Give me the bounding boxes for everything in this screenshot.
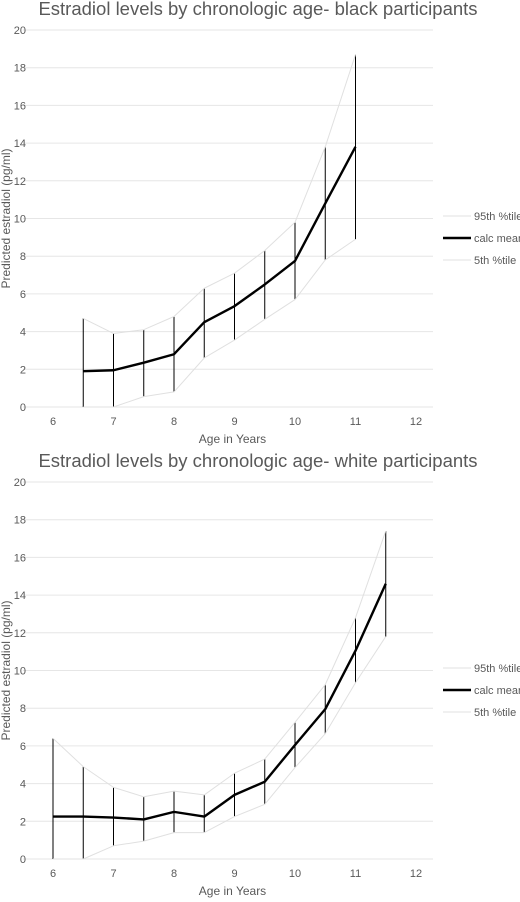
chart-svg: Estradiol levels by chronologic age- whi…: [0, 452, 520, 898]
y-tick-label: 6: [20, 289, 26, 301]
y-tick-label: 18: [14, 515, 26, 527]
x-tick-label: 7: [110, 868, 116, 880]
chart-black-participants: Estradiol levels by chronologic age- bla…: [0, 0, 520, 450]
y-tick-label: 12: [14, 176, 26, 188]
x-tick-label: 11: [350, 868, 361, 880]
chart-svg: Estradiol levels by chronologic age- bla…: [0, 0, 520, 446]
legend-label-95th-tile: 95th %tile: [474, 211, 520, 223]
y-tick-label: 16: [14, 552, 26, 564]
y-tick-label: 20: [14, 25, 26, 37]
x-axis-label: Age in Years: [199, 884, 266, 898]
x-tick-label: 12: [410, 416, 422, 428]
series-line-5th-tile: [83, 238, 356, 408]
x-axis-label: Age in Years: [199, 432, 266, 446]
y-tick-label: 18: [14, 63, 26, 75]
y-tick-label: 2: [20, 364, 26, 376]
chart-title: Estradiol levels by chronologic age- bla…: [38, 0, 477, 19]
x-tick-label: 8: [171, 868, 177, 880]
y-tick-label: 8: [20, 703, 26, 715]
chart-white-participants: Estradiol levels by chronologic age- whi…: [0, 452, 520, 902]
y-tick-label: 0: [20, 854, 26, 866]
x-tick-label: 12: [410, 868, 422, 880]
y-tick-label: 16: [14, 100, 26, 112]
x-tick-label: 7: [110, 416, 116, 428]
x-tick-label: 10: [289, 868, 301, 880]
y-tick-label: 4: [20, 327, 26, 339]
x-tick-label: 10: [289, 416, 301, 428]
y-tick-label: 10: [14, 214, 26, 226]
y-axis-label: Predicted estradiol (pg/ml): [0, 600, 13, 740]
y-tick-label: 6: [20, 741, 26, 753]
y-axis-label: Predicted estradiol (pg/ml): [0, 148, 13, 288]
series-line-95th-tile: [52, 530, 387, 798]
x-tick-label: 11: [350, 416, 361, 428]
legend-label-calc-mean: calc mean: [474, 233, 520, 245]
y-tick-label: 2: [20, 816, 26, 828]
y-tick-label: 20: [14, 477, 26, 489]
x-tick-label: 8: [171, 416, 177, 428]
y-tick-label: 14: [14, 138, 26, 150]
legend-label-5th-tile: 5th %tile: [474, 255, 516, 267]
y-tick-label: 8: [20, 251, 26, 263]
series-line-95th-tile: [83, 54, 356, 334]
legend-label-95th-tile: 95th %tile: [474, 663, 520, 675]
chart-title: Estradiol levels by chronologic age- whi…: [38, 452, 477, 471]
x-tick-label: 9: [231, 868, 237, 880]
legend-label-5th-tile: 5th %tile: [474, 707, 516, 719]
y-tick-label: 10: [14, 666, 26, 678]
y-tick-label: 14: [14, 590, 26, 602]
x-tick-label: 6: [50, 868, 56, 880]
series-line-calc-mean: [83, 146, 357, 373]
series-line-5th-tile: [53, 636, 387, 860]
y-tick-label: 0: [20, 402, 26, 414]
series-line-calc-mean: [53, 583, 387, 821]
y-tick-label: 12: [14, 628, 26, 640]
x-tick-label: 6: [50, 416, 56, 428]
legend-label-calc-mean: calc mean: [474, 685, 520, 697]
x-tick-label: 9: [231, 416, 237, 428]
y-tick-label: 4: [20, 779, 26, 791]
